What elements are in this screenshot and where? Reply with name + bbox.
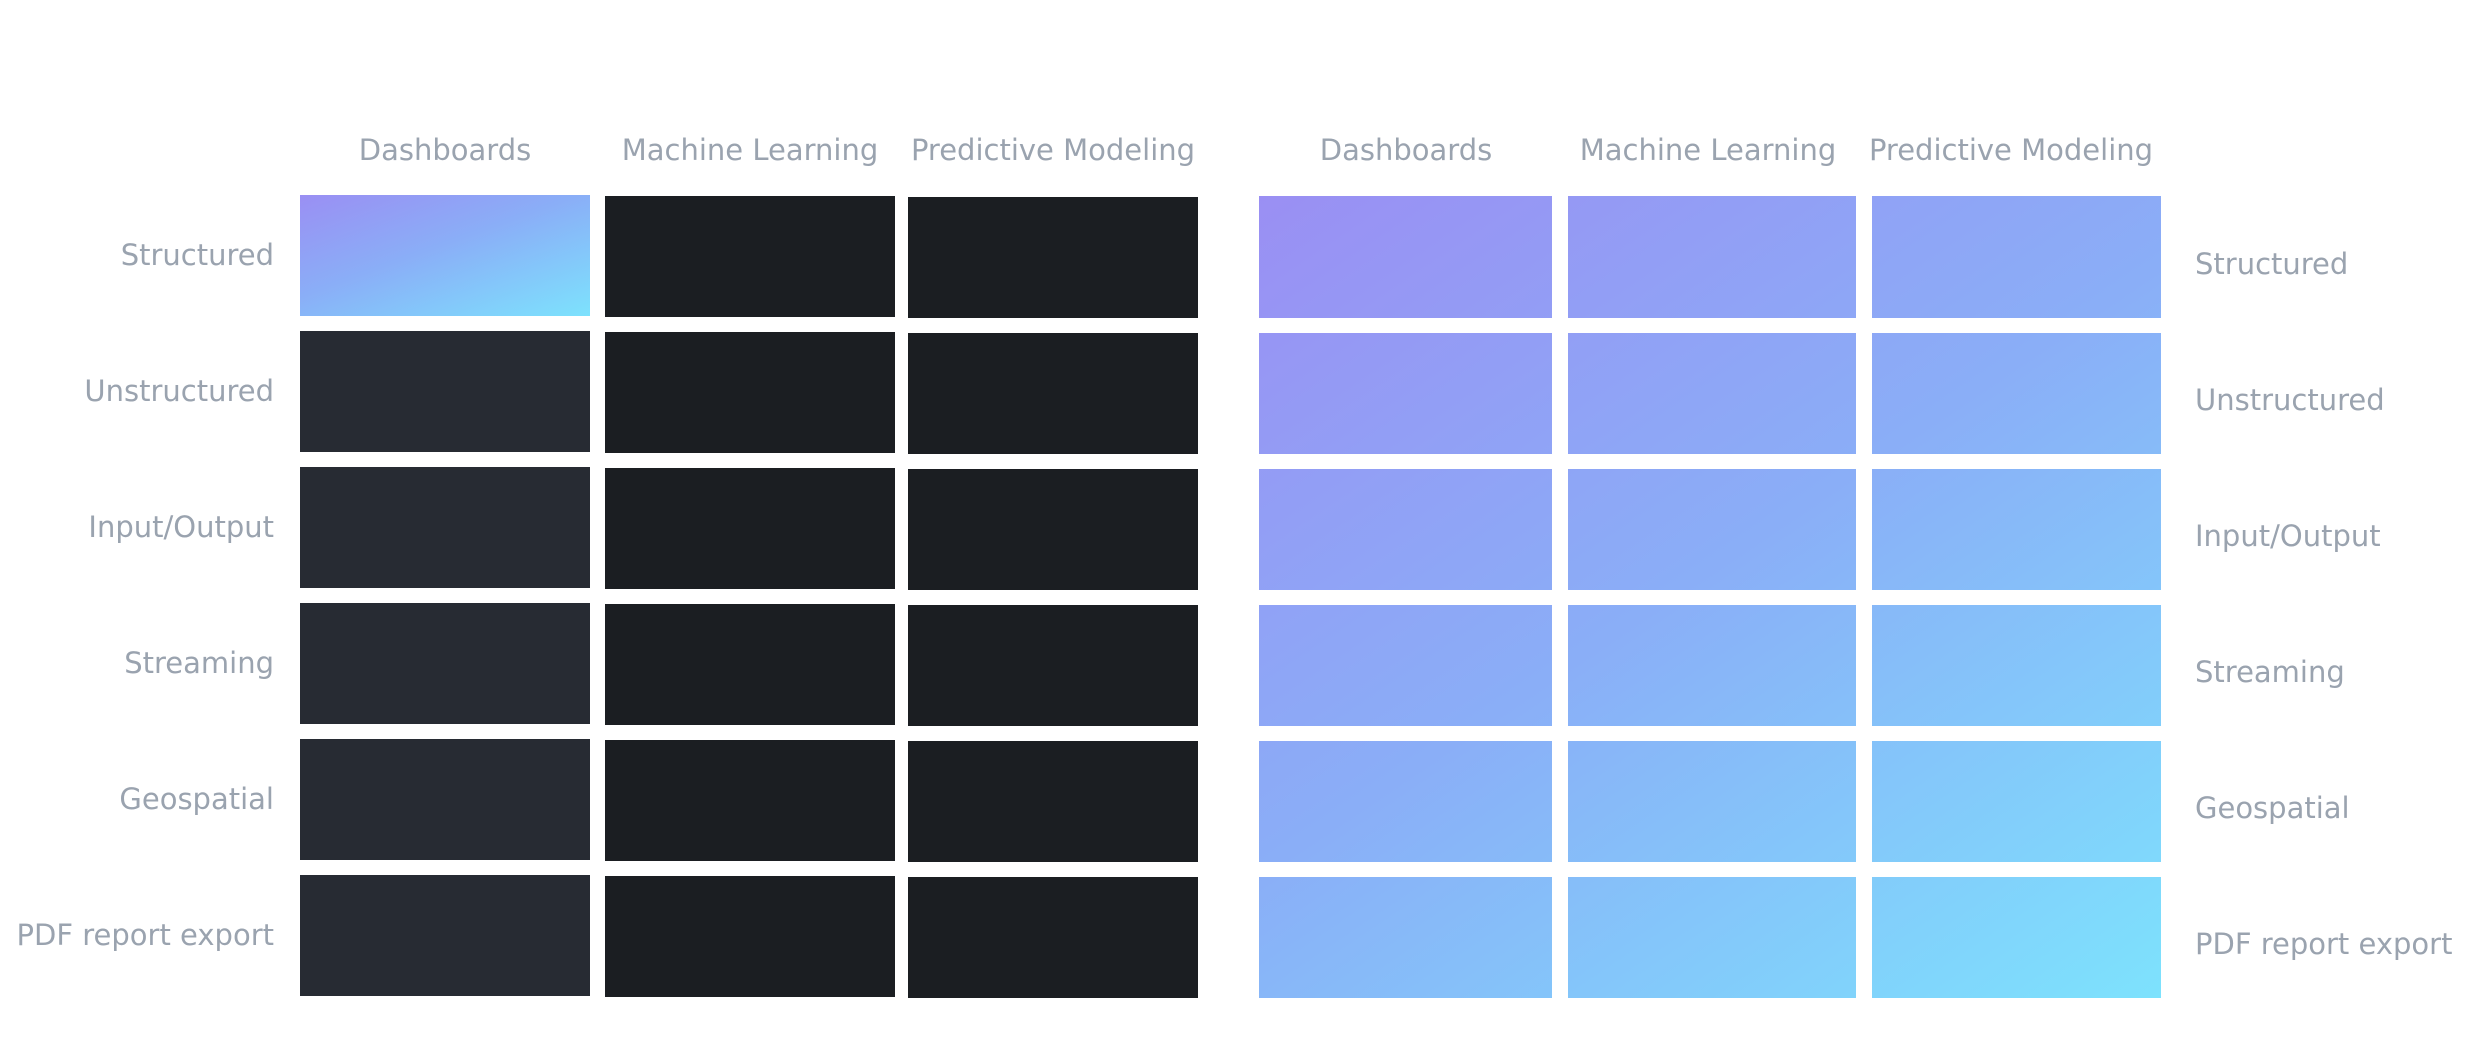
left-cell-unstructured-machine-learning[interactable]: [605, 332, 895, 453]
right-col-header-dashboards: Dashboards: [1319, 133, 1493, 167]
left-cell-pdf-report-export-predictive-modeling[interactable]: [908, 877, 1198, 998]
left-cell-structured-predictive-modeling[interactable]: [908, 197, 1198, 318]
right-row-label-unstructured: Unstructured: [2195, 383, 2385, 417]
left-cell-streaming-predictive-modeling[interactable]: [908, 605, 1198, 726]
right-grid-row-divider: [1250, 454, 2170, 469]
right-row-label-structured: Structured: [2195, 247, 2349, 281]
right-grid-row-divider: [1250, 862, 2170, 877]
left-row-label-streaming: Streaming: [124, 646, 274, 680]
right-row-label-input-output: Input/Output: [2195, 519, 2381, 553]
left-cell-pdf-report-export-dashboards[interactable]: [300, 875, 590, 996]
left-row-label-input-output: Input/Output: [88, 510, 274, 544]
left-cell-streaming-machine-learning[interactable]: [605, 604, 895, 725]
right-col-header-predictive-modeling: Predictive Modeling: [1868, 133, 2154, 167]
right-row-label-pdf-report-export: PDF report export: [2195, 927, 2453, 961]
left-cell-geospatial-predictive-modeling[interactable]: [908, 741, 1198, 862]
left-cell-geospatial-machine-learning[interactable]: [605, 740, 895, 861]
left-cell-input-output-predictive-modeling[interactable]: [908, 469, 1198, 590]
left-cell-input-output-machine-learning[interactable]: [605, 468, 895, 589]
right-grid-row-divider: [1250, 590, 2170, 605]
left-row-label-structured: Structured: [120, 238, 274, 272]
left-row-label-geospatial: Geospatial: [119, 782, 274, 816]
left-cell-structured-dashboards-highlighted[interactable]: [300, 195, 590, 316]
left-cell-geospatial-dashboards[interactable]: [300, 739, 590, 860]
right-grid-row-divider: [1250, 726, 2170, 741]
left-cell-pdf-report-export-machine-learning[interactable]: [605, 876, 895, 997]
left-col-header-machine-learning: Machine Learning: [621, 133, 879, 167]
left-row-label-unstructured: Unstructured: [84, 374, 274, 408]
right-row-label-geospatial: Geospatial: [2195, 791, 2350, 825]
left-cell-structured-machine-learning[interactable]: [605, 196, 895, 317]
left-cell-unstructured-predictive-modeling[interactable]: [908, 333, 1198, 454]
left-cell-input-output-dashboards[interactable]: [300, 467, 590, 588]
left-col-header-dashboards: Dashboards: [358, 133, 532, 167]
right-grid-row-divider: [1250, 318, 2170, 333]
left-row-label-pdf-report-export: PDF report export: [16, 918, 274, 952]
right-row-label-streaming: Streaming: [2195, 655, 2345, 689]
left-col-header-predictive-modeling: Predictive Modeling: [910, 133, 1196, 167]
right-col-header-machine-learning: Machine Learning: [1579, 133, 1837, 167]
left-cell-unstructured-dashboards[interactable]: [300, 331, 590, 452]
left-cell-streaming-dashboards[interactable]: [300, 603, 590, 724]
